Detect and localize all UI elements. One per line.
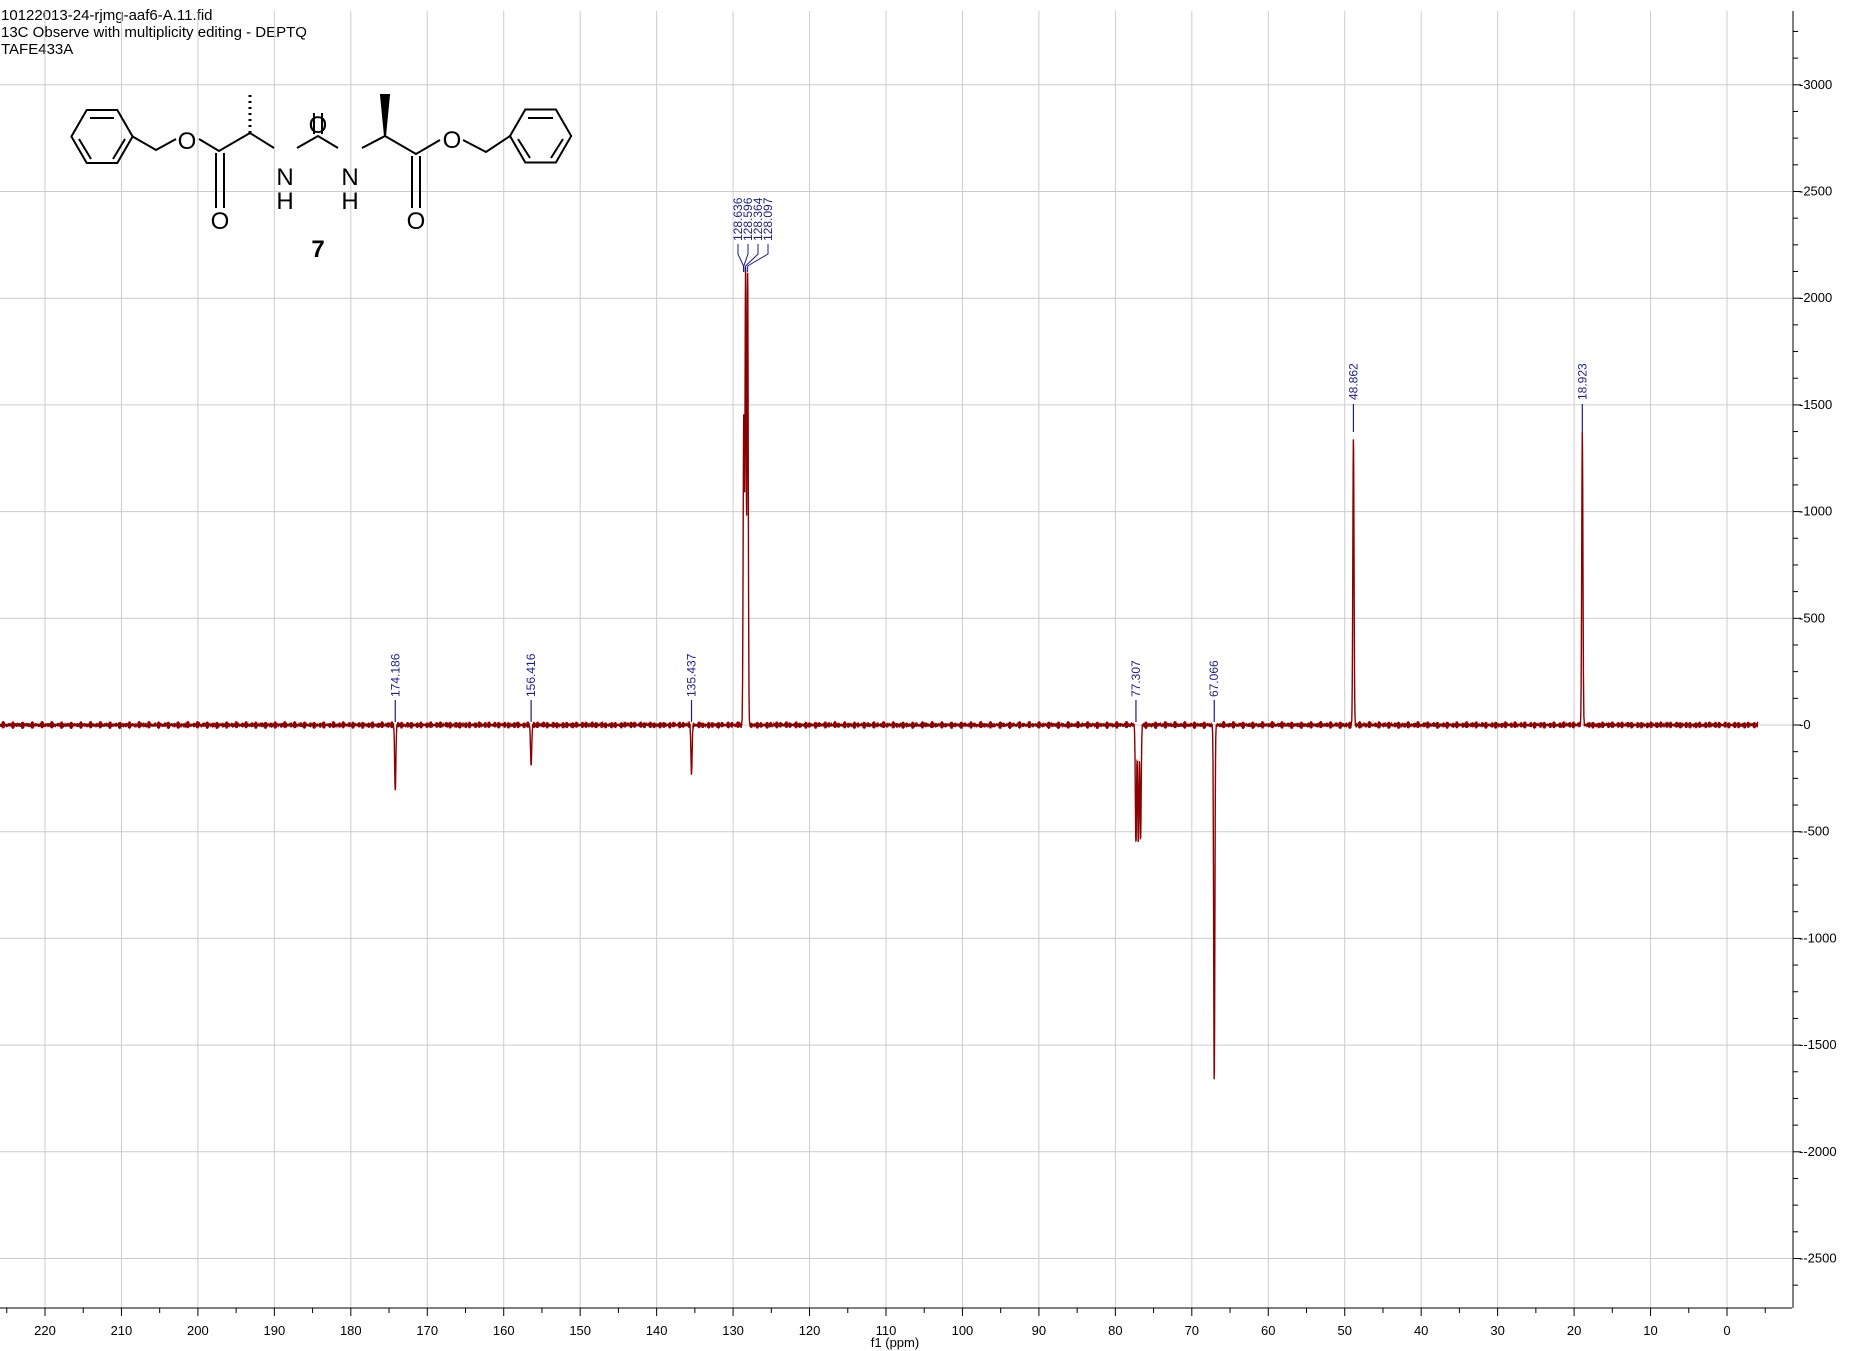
x-tick-label: 210 <box>111 1323 133 1338</box>
peak-label: 128.596 <box>741 197 755 241</box>
x-axis-label: f1 (ppm) <box>871 1335 919 1350</box>
y-tick-label: -2000 <box>1799 290 1832 305</box>
bond-chain <box>384 135 441 156</box>
x-axis: f1 (ppm) 220 210 200 190 180 170 160 150 140 130 1… <box>6 1308 1766 1350</box>
bond-chain <box>361 135 386 149</box>
peak-markers <box>394 244 1583 722</box>
peak-label: 77.307 <box>1129 660 1143 697</box>
x-tick-label: 0 <box>1723 1323 1730 1338</box>
compound-number: 7 <box>311 236 324 263</box>
x-tick-label: 200 <box>187 1323 209 1338</box>
peak-labels: 174.186 156.416 135.437 77.307 67.066 48.862 1… <box>388 197 1589 697</box>
y-tick-label: -1500 <box>1799 397 1832 412</box>
benzene-ring-right <box>508 108 573 164</box>
experiment-name: 13C Observe with multiplicity editing - … <box>1 24 307 41</box>
bold-wedge <box>379 94 391 137</box>
x-tick-label: 170 <box>416 1323 438 1338</box>
peak-label: 128.364 <box>751 197 765 241</box>
ring-double-bond <box>112 138 126 160</box>
x-tick-label: 90 <box>1032 1323 1046 1338</box>
x-tick-label: 140 <box>646 1323 668 1338</box>
bond-chain <box>462 135 511 154</box>
peak-marker <box>745 244 759 272</box>
spectrum-line <box>0 267 1759 1080</box>
x-tick-label: 60 <box>1261 1323 1275 1338</box>
peak-label: 48.862 <box>1346 363 1360 400</box>
sample-id: TAFE433A <box>1 41 74 58</box>
x-tick-label: 70 <box>1185 1323 1199 1338</box>
peak-label: 135.437 <box>685 653 699 697</box>
bond-chain <box>198 132 251 153</box>
grid-lines <box>0 11 1792 1308</box>
x-tick-label: 220 <box>34 1323 56 1338</box>
y-tick-label: -0 <box>1799 717 1811 732</box>
y-tick-label: --1500 <box>1799 1037 1837 1052</box>
x-tick-label: 20 <box>1567 1323 1581 1338</box>
peak-label: 18.923 <box>1575 363 1589 400</box>
peak-label: 128.636 <box>731 197 745 241</box>
x-tick-label: 80 <box>1108 1323 1122 1338</box>
x-tick-label: 180 <box>340 1323 362 1338</box>
y-axis: -3000 -2500 -2000 -1500 -1000 -500 -0 --500 --10… <box>1793 30 1837 1286</box>
atom-label: O <box>407 208 426 235</box>
x-tick-label: 100 <box>952 1323 974 1338</box>
x-tick-label: 120 <box>799 1323 821 1338</box>
peak-marker <box>743 244 749 272</box>
y-tick-label: -3000 <box>1799 77 1832 92</box>
x-tick-label: 130 <box>722 1323 744 1338</box>
y-tick-label: --1000 <box>1799 930 1837 945</box>
ring-double-bond <box>550 138 564 159</box>
spectrum-trace <box>0 267 1759 1080</box>
peak-label: 67.066 <box>1207 660 1221 697</box>
y-tick-label: -500 <box>1799 610 1825 625</box>
peak-label: 174.186 <box>388 653 402 697</box>
benzene-ring-left <box>70 109 134 164</box>
peak-label: 128.097 <box>761 197 775 241</box>
atom-label: N <box>341 164 358 191</box>
molecule-atom-labels: O O N H O N H O O 7 <box>178 112 462 263</box>
peak-marker <box>747 244 769 272</box>
ring-double-bond <box>517 138 531 159</box>
bond-chain <box>296 134 339 149</box>
atom-label: N <box>276 164 293 191</box>
plot-frame <box>0 11 1794 1309</box>
x-tick-label: 110 <box>876 1323 897 1338</box>
x-tick-label: 10 <box>1643 1323 1657 1338</box>
spectrum-header: 10122013-24-rjmg-aaf6-A.11.fid 13C Obser… <box>1 7 307 58</box>
atom-label: O <box>211 208 230 235</box>
atom-label: O <box>178 128 197 155</box>
x-tick-label: 160 <box>493 1323 515 1338</box>
molecule-structure <box>70 94 573 208</box>
y-tick-label: --500 <box>1799 824 1829 839</box>
y-tick-label: --2000 <box>1799 1144 1837 1159</box>
x-tick-label: 50 <box>1337 1323 1351 1338</box>
peak-label: 156.416 <box>524 653 538 697</box>
atom-label: H <box>276 188 293 215</box>
file-name: 10122013-24-rjmg-aaf6-A.11.fid <box>1 7 213 24</box>
ring-double-bond <box>78 138 92 160</box>
bond-chain <box>132 135 177 152</box>
x-tick-label: 150 <box>569 1323 591 1338</box>
x-tick-label: 190 <box>264 1323 286 1338</box>
x-tick-label: 30 <box>1490 1323 1504 1338</box>
atom-label: H <box>341 188 358 215</box>
bond-chain <box>249 132 275 149</box>
y-tick-label: --2500 <box>1799 1251 1837 1266</box>
y-tick-label: -1000 <box>1799 504 1832 519</box>
y-tick-label: -2500 <box>1799 184 1832 199</box>
x-tick-label: 40 <box>1414 1323 1428 1338</box>
atom-label: O <box>309 112 328 139</box>
atom-label: O <box>443 127 462 154</box>
peak-marker <box>737 244 745 272</box>
